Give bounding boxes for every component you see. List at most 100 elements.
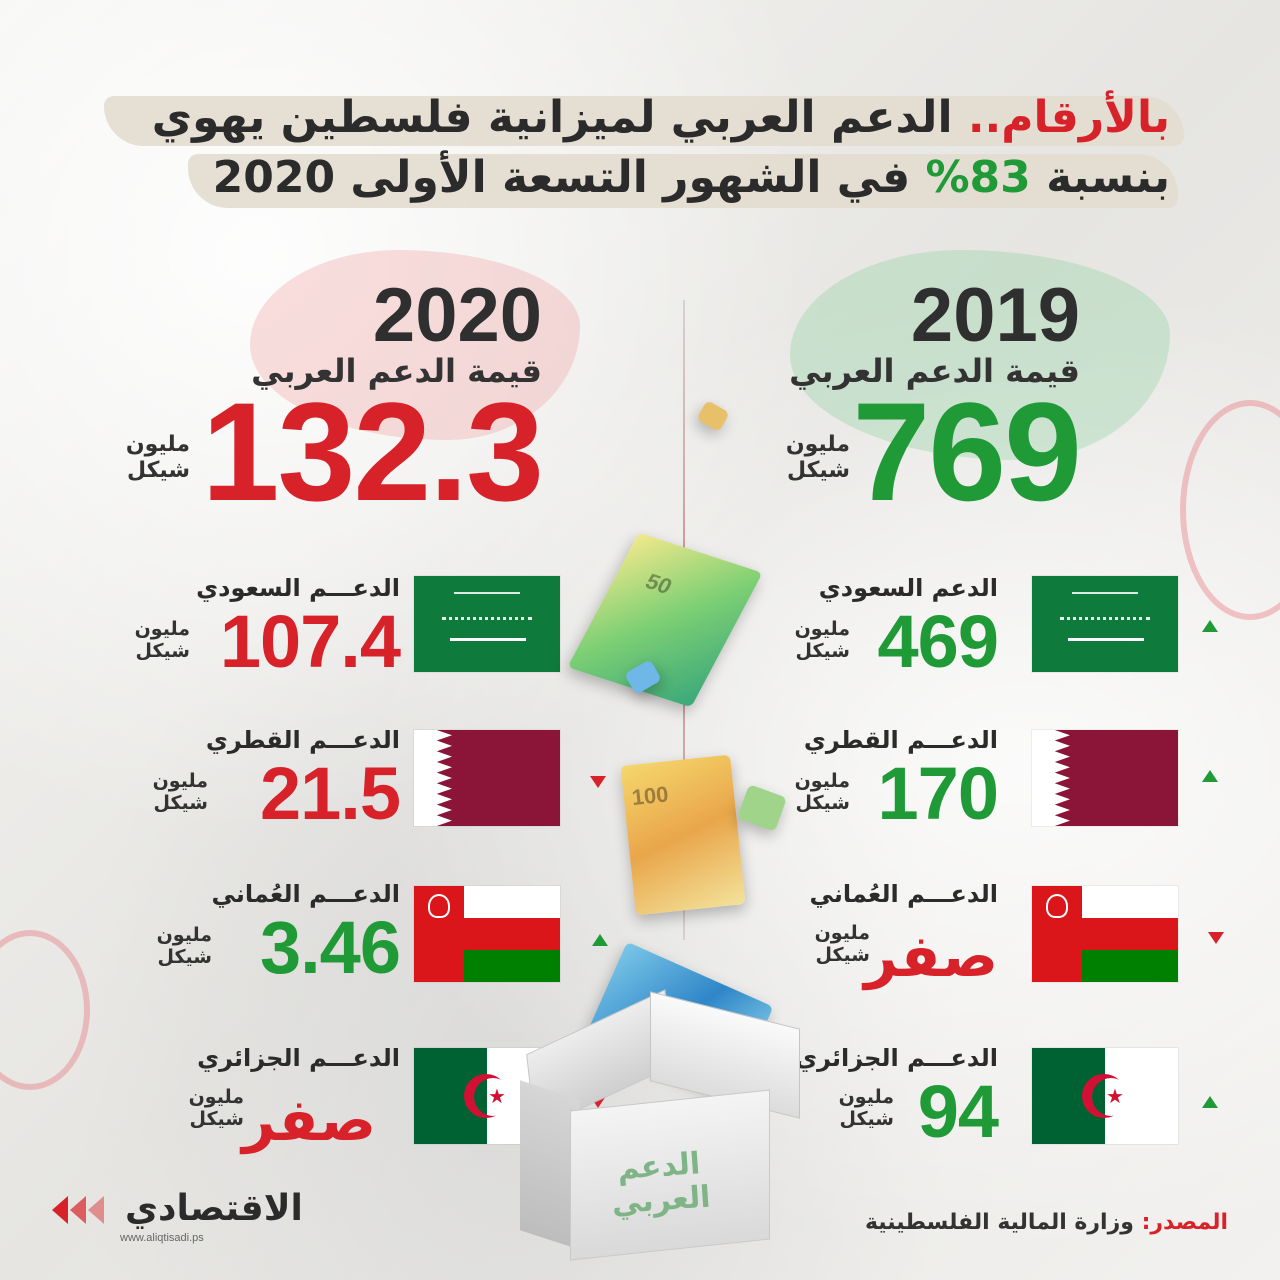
row-value-saudi-2020: 107.4 [219,600,401,683]
row-label-qatar-2020: الدعـــم القطري [205,726,400,754]
logo-arrow [52,1196,68,1224]
source-value: وزارة المالية الفلسطينية [864,1210,1142,1235]
flag-sword [450,638,526,641]
flag-crescent-cut [1092,1078,1130,1116]
unit-line-2: شيكل [135,640,190,662]
trend-up-icon [1202,770,1218,782]
total-2020: 132.3 [201,373,544,530]
row-label-qatar-2019: الدعـــم القطري [803,726,998,754]
flag-red-band [464,917,560,951]
unit-line-2: شيكل [839,1108,894,1130]
flag-sword [1068,638,1144,641]
row-label-algeria-2020: الدعـــم الجزائري [197,1044,400,1072]
row-label-oman-2019: الدعـــم العُماني [809,880,998,908]
row-unit-oman-2020: مليون شيكل [157,924,212,968]
flag-star-icon: ★ [1106,1084,1124,1108]
row-unit-qatar-2020: مليون شيكل [153,770,208,814]
row-label-oman-2020: الدعـــم العُماني [211,880,400,908]
saudi-flag [1032,576,1178,672]
logo-arrow [88,1196,104,1224]
flag-inscription [1072,592,1138,602]
row-unit-saudi-2020: مليون شيكل [135,618,190,662]
source-credit: المصدر: وزارة المالية الفلسطينية [865,1210,1228,1235]
arab-world-map-red [250,250,580,440]
row-value-oman-2019: صفر [864,922,998,990]
unit-line-2: شيكل [153,792,208,814]
flag-green-band [1082,950,1178,982]
flag-crescent-cut [474,1078,512,1116]
flag-emblem [1046,894,1068,918]
red-scribble-decoration [0,930,90,1090]
flag-white-band [464,886,560,918]
brand-url: www.aliqtisadi.ps [120,1232,204,1244]
row-value-qatar-2019: 170 [877,752,999,835]
subtitle-2019: قيمة الدعم العربي [789,352,1080,390]
total-2019: 769 [852,373,1082,530]
unit-line-1: مليون [838,1086,894,1108]
row-value-qatar-2020: 21.5 [259,752,401,835]
year-2019: 2019 [910,273,1080,358]
unit-line-1: مليون [188,1086,244,1108]
flag-white-band [414,730,452,826]
unit-line-2: شيكل [795,640,850,662]
unit-line-2: شيكل [815,944,870,966]
unit-line-1: مليون [794,618,850,640]
saudi-flag [414,576,560,672]
row-value-oman-2020: 3.46 [259,906,401,989]
trend-down-icon [1208,932,1224,944]
flag-red-band [1082,917,1178,951]
box-label: الدعم العربي [578,1145,742,1224]
trend-up-icon [1202,620,1218,632]
row-unit-algeria-2020: مليون شيكل [189,1086,244,1130]
unit-line-1: مليون [785,432,850,457]
unit-line-1: مليون [125,432,190,457]
headline: بالأرقام.. الدعم العربي لميزانية فلسطين … [104,88,1184,208]
unit-2019: مليون شيكل [786,432,850,484]
unit-line-1: مليون [152,770,208,792]
row-unit-oman-2019: مليون شيكل [815,922,870,966]
unit-line-1: مليون [794,770,850,792]
unit-2020: مليون شيكل [126,432,190,484]
flag-emblem [428,894,450,918]
unit-line-1: مليون [156,924,212,946]
arab-world-map-green [790,250,1170,460]
headline-line-1: بالأرقام.. الدعم العربي لميزانية فلسطين … [110,88,1170,148]
unit-line-2: شيكل [157,946,212,968]
headline-line-2-end: في الشهور التسعة الأولى 2020 [212,152,926,203]
row-label-algeria-2019: الدعـــم الجزائري [795,1044,998,1072]
row-label-saudi-2020: الدعـــم السعودي [196,574,400,602]
flag-white-band [1032,730,1070,826]
flag-inscription [442,602,532,620]
unit-line-2: شيكل [126,458,190,483]
oman-flag [414,886,560,982]
qatar-flag [414,730,560,826]
banknote-denomination: 100 [630,781,670,811]
algeria-flag: ★ [1032,1048,1178,1144]
flag-green-band [464,950,560,982]
qatar-flag [1032,730,1178,826]
row-unit-algeria-2019: مليون شيكل [839,1086,894,1130]
flag-star-icon: ★ [488,1084,506,1108]
headline-line-1-text: الدعم العربي لميزانية فلسطين يهوي [151,92,968,143]
row-value-saudi-2019: 469 [877,600,999,683]
trend-up-icon [1202,1096,1218,1108]
brush-stroke [188,154,1178,208]
row-unit-saudi-2019: مليون شيكل [795,618,850,662]
oman-flag [1032,886,1178,982]
unit-line-2: شيكل [795,792,850,814]
banknote-100: 100 [620,754,746,916]
logo-arrow [70,1196,86,1224]
source-label: المصدر: [1141,1210,1228,1235]
headline-percent: 83% [925,152,1031,203]
year-2020: 2020 [372,273,542,358]
banknote-denomination: 50 [641,568,677,599]
headline-line-2-start: بنسبة [1030,152,1170,203]
unit-line-2: شيكل [786,458,850,483]
brand-logo: الاقتصادي [125,1188,303,1229]
unit-line-2: شيكل [189,1108,244,1130]
flag-white-band [1082,886,1178,918]
brush-stroke [104,96,1184,146]
row-label-saudi-2019: الدعم السعودي [818,574,998,602]
row-unit-qatar-2019: مليون شيكل [795,770,850,814]
trend-down-icon [590,776,606,788]
